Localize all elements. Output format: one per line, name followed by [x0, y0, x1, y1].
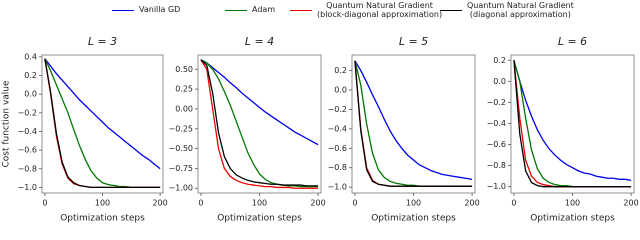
legend-swatch [440, 10, 462, 11]
series-line [200, 59, 319, 188]
panel-title: L = 4 [245, 35, 274, 48]
legend-item: Quantum Natural Gradient (diagonal appro… [440, 1, 574, 19]
legend-label: Vanilla GD [139, 5, 181, 14]
legend-item: Adam [225, 5, 276, 15]
x-axis-label: Optimization steps [530, 214, 615, 224]
legend-label: Quantum Natural Gradient (diagonal appro… [467, 1, 574, 19]
series-line [200, 59, 319, 189]
series-line [44, 58, 161, 189]
y-axis-label: Cost function value [2, 80, 12, 168]
y-tick-label: −0.4 [328, 124, 347, 133]
y-tick-label: 0.2 [493, 56, 506, 65]
x-tick-label: 200 [623, 199, 638, 208]
legend-swatch [290, 10, 312, 11]
y-tick-label: −0.2 [18, 108, 37, 117]
y-tick-label: −0.6 [328, 144, 347, 153]
page: L = 3 Optimization steps Cost function val… [0, 0, 640, 224]
x-tick-label: 200 [152, 199, 167, 208]
legend-label: Quantum Natural Gradient (block-diagonal… [317, 1, 443, 19]
y-tick-label: −0.6 [18, 146, 37, 155]
y-tick-label: −0.4 [18, 127, 37, 136]
series-line [354, 60, 473, 187]
y-tick-label: −0.2 [487, 98, 506, 107]
series-line [200, 59, 319, 187]
y-tick-label: −0.50 [168, 144, 193, 153]
x-axis-label: Optimization steps [60, 214, 145, 224]
y-tick-label: −0.75 [168, 164, 193, 173]
y-tick-label: −1.0 [328, 183, 347, 192]
series-line [44, 58, 161, 189]
y-tick-label: −0.8 [487, 161, 506, 170]
legend-swatch [225, 9, 247, 11]
legend-item: Quantum Natural Gradient (block-diagonal… [290, 1, 443, 19]
x-tick-label: 100 [95, 199, 110, 208]
y-tick-label: 0.0 [493, 77, 506, 86]
x-axis-label: Optimization steps [371, 214, 456, 224]
x-axis-label: Optimization steps [217, 214, 302, 224]
y-tick-label: −0.6 [487, 140, 506, 149]
y-tick-label: −1.0 [487, 182, 506, 191]
y-tick-label: 0.0 [334, 85, 347, 94]
x-tick-label: 0 [511, 199, 516, 208]
y-tick-label: 0.2 [334, 66, 347, 75]
x-tick-label: 0 [42, 199, 47, 208]
y-tick-label: −1.00 [168, 184, 193, 193]
series-line [44, 58, 161, 189]
x-tick-label: 0 [352, 199, 357, 208]
y-tick-label: 0.00 [175, 104, 193, 113]
series-line [513, 60, 632, 188]
legend-label: Adam [252, 5, 276, 14]
y-tick-label: −0.2 [328, 105, 347, 114]
panel-title: L = 5 [399, 35, 428, 48]
x-tick-label: 200 [310, 199, 325, 208]
y-tick-label: 0.25 [175, 85, 193, 94]
series-line [513, 60, 632, 181]
panel-title: L = 3 [88, 35, 117, 48]
y-tick-label: 0.0 [24, 90, 37, 99]
x-tick-label: 100 [252, 199, 267, 208]
plot-frame [41, 54, 164, 194]
y-tick-label: −0.8 [328, 163, 347, 172]
x-tick-label: 0 [198, 199, 203, 208]
x-tick-label: 100 [406, 199, 421, 208]
chart: L = 3 Optimization steps Cost function val… [2, 35, 639, 224]
series-line [200, 59, 319, 146]
y-tick-label: −0.8 [18, 164, 37, 173]
panel-title: L = 6 [558, 35, 587, 48]
y-tick-label: −1.0 [18, 183, 37, 192]
y-tick-label: −0.4 [487, 119, 506, 128]
legend-swatch [112, 9, 134, 11]
series-line [354, 60, 473, 181]
y-tick-label: 0.4 [24, 52, 37, 61]
y-tick-label: 0.2 [24, 71, 37, 80]
y-tick-label: −0.25 [168, 124, 193, 133]
y-tick-label: 0.50 [175, 65, 193, 74]
legend: Vanilla GD Adam Quantum Natural Gradient (… [0, 0, 640, 30]
series-line [44, 58, 161, 170]
x-tick-label: 100 [565, 199, 580, 208]
legend-item: Vanilla GD [112, 5, 181, 15]
series-line [354, 60, 473, 187]
series-line [354, 60, 473, 187]
plot-frame [351, 54, 476, 194]
x-tick-label: 200 [464, 199, 479, 208]
